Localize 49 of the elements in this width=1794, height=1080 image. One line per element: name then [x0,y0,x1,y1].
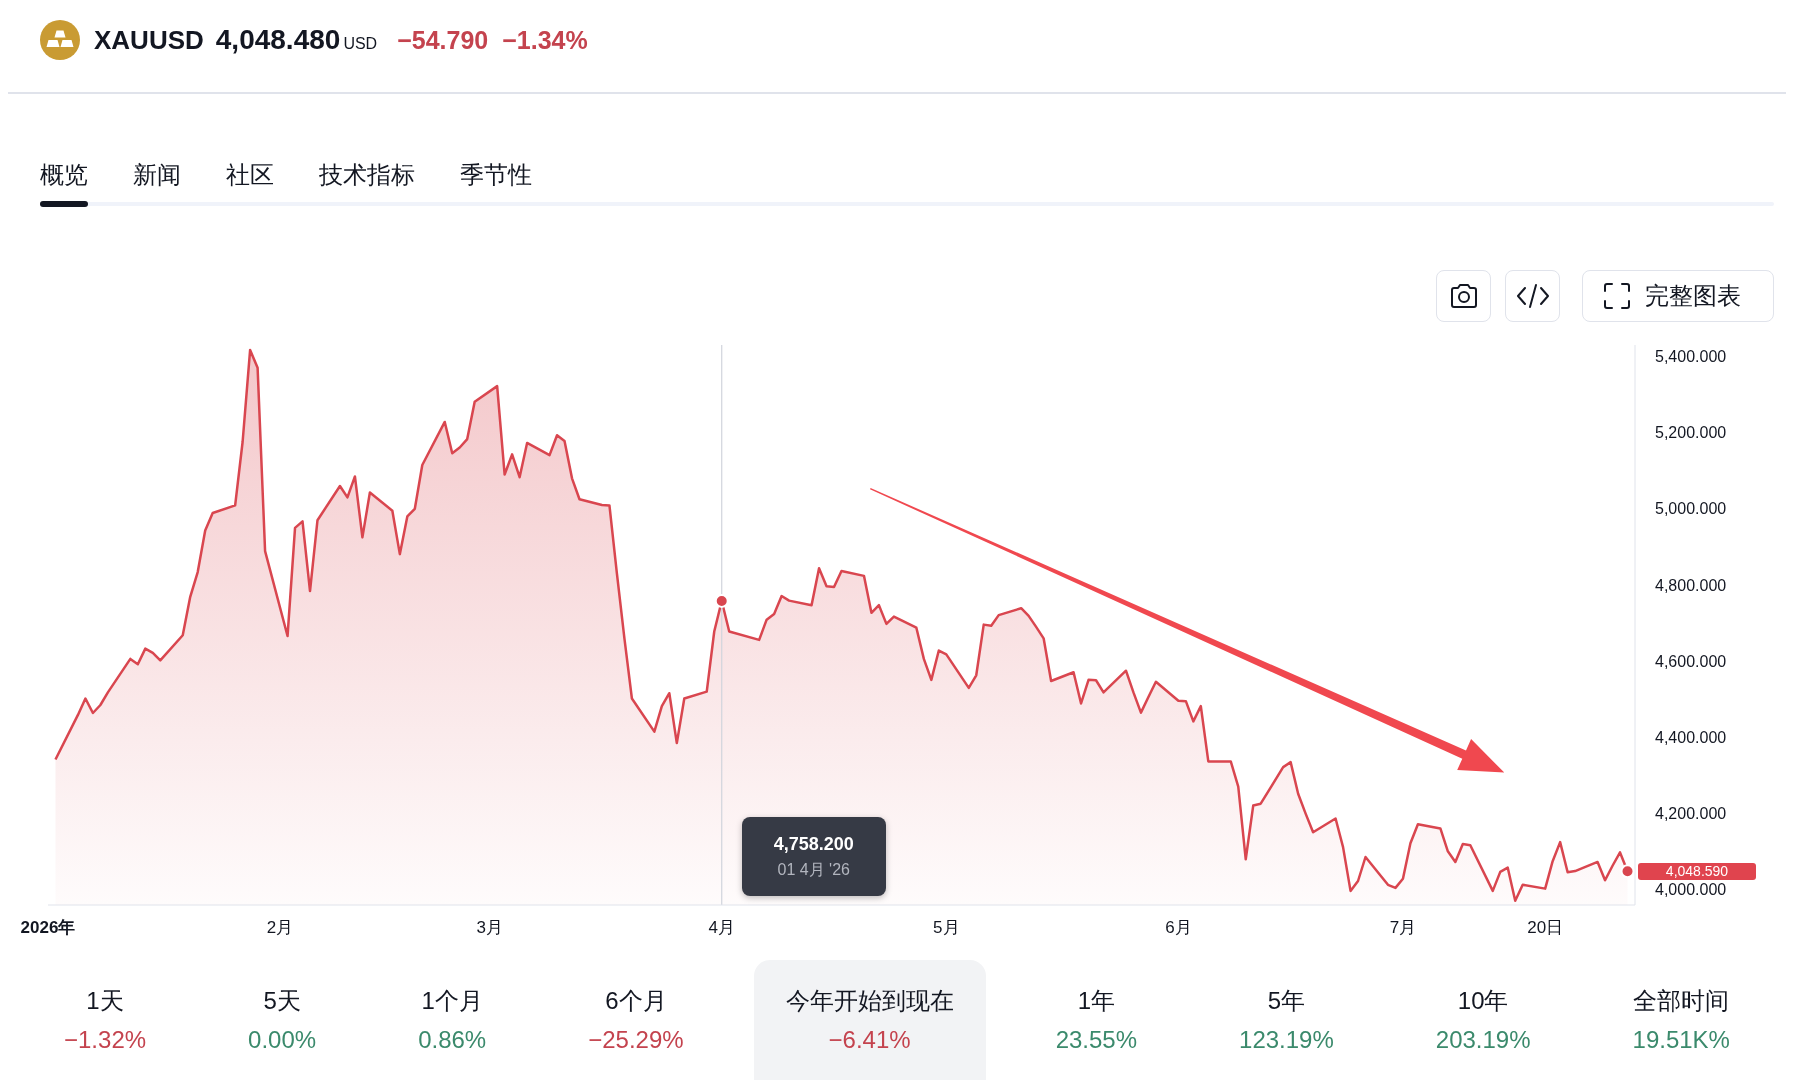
category-label: 1天 [86,987,124,1014]
data-label: 23.55% [1055,1026,1138,1053]
text: 社区 [226,161,274,188]
x-tick-label: 4月 [708,918,735,937]
text: 新闻 [133,161,181,188]
category-label: 10年 [1457,987,1509,1014]
price-tag: 4,048.590 [1638,862,1756,880]
x-tick-label: 6月 [1165,918,1192,937]
y-tick-label: 4,800.000 [1655,576,1727,594]
category-label: 5年 [1267,987,1306,1014]
y-tick-label: 5,200.000 [1655,424,1727,442]
annotation: 01 4月 '26 [777,860,850,878]
text: 概览 [40,161,88,188]
x-tick-label: 20日 [1527,918,1564,937]
annotation: 4,758.200 [773,833,854,854]
category-label: 6个月 [605,987,667,1014]
y-tick-label: 4,600.000 [1655,652,1727,670]
category-label: 1个月 [421,987,483,1014]
data-label: 19.51K% [1632,1026,1730,1053]
data-label: −1.32% [64,1026,147,1053]
y-tick-label: 5,000.000 [1655,500,1727,518]
category-label: 今年开始到现在 [785,987,954,1014]
y-tick-label: 4,400.000 [1655,729,1727,747]
data-label: 123.19% [1239,1026,1334,1053]
text: USD [343,35,378,52]
text: −1.34% [502,26,588,54]
text: 技术指标 [319,161,415,188]
category-label: 1年 [1077,987,1115,1014]
category-label: 5天 [263,987,301,1014]
text: 4,048.480 [215,24,341,55]
data-label: −6.41% [828,1026,911,1053]
category-label: 全部时间 [1633,987,1730,1014]
data-label: 203.19% [1435,1026,1531,1053]
text: 季节性 [460,161,532,188]
data-label: 0.00% [248,1026,317,1053]
full-chart-button: 完整图表 [1582,270,1774,322]
data-label: −25.29% [588,1026,684,1053]
tooltip: 4,758.200 01 4月 '26 [741,817,886,896]
x-tick-label: 2月 [266,918,294,937]
x-tick-label: 2026年 [20,918,76,937]
text: −54.790 [397,26,489,54]
x-tick-label: 5月 [933,918,960,937]
chart-title: XAUUSD [94,25,204,55]
x-tick-label: 3月 [476,918,503,937]
y-tick-label: 5,400.000 [1655,348,1727,366]
x-tick-label: 7月 [1389,918,1417,937]
data-label: 0.86% [418,1026,487,1053]
y-tick-label: 4,000.000 [1655,881,1727,899]
y-tick-label: 4,200.000 [1655,805,1727,823]
